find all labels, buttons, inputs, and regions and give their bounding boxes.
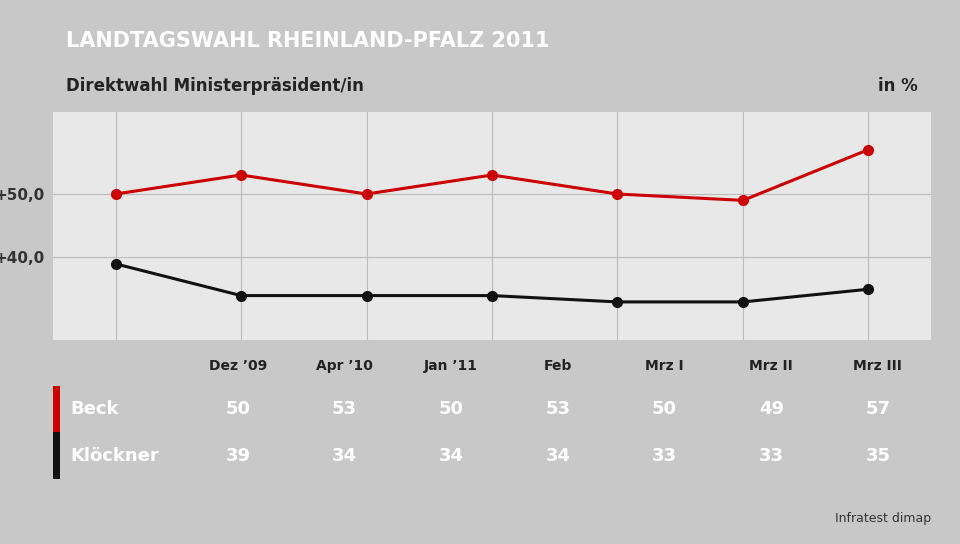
Text: Infratest dimap: Infratest dimap: [835, 512, 931, 525]
Bar: [53, 386, 60, 432]
Text: Mrz II: Mrz II: [750, 359, 793, 373]
Text: Mrz III: Mrz III: [853, 359, 902, 373]
Bar: [53, 432, 60, 479]
Text: 53: 53: [332, 400, 357, 418]
Text: 50: 50: [439, 400, 464, 418]
Text: Dez ’09: Dez ’09: [208, 359, 267, 373]
Text: LANDTAGSWAHL RHEINLAND-PFALZ 2011: LANDTAGSWAHL RHEINLAND-PFALZ 2011: [66, 31, 549, 51]
Text: 57: 57: [865, 400, 890, 418]
Text: 49: 49: [758, 400, 783, 418]
Text: Feb: Feb: [543, 359, 572, 373]
Text: 50: 50: [226, 400, 251, 418]
Text: 34: 34: [545, 447, 570, 465]
Text: 35: 35: [865, 447, 890, 465]
Text: Apr ’10: Apr ’10: [316, 359, 373, 373]
Text: 34: 34: [332, 447, 357, 465]
Text: 53: 53: [545, 400, 570, 418]
Text: Direktwahl Ministerpräsident/in: Direktwahl Ministerpräsident/in: [66, 77, 364, 95]
Text: 33: 33: [758, 447, 783, 465]
Text: Klöckner: Klöckner: [70, 447, 159, 465]
Text: in %: in %: [878, 77, 918, 95]
Text: 33: 33: [652, 447, 677, 465]
Text: Jan ’11: Jan ’11: [424, 359, 478, 373]
Text: 34: 34: [439, 447, 464, 465]
Text: Mrz I: Mrz I: [645, 359, 684, 373]
Text: Beck: Beck: [70, 400, 119, 418]
Text: 50: 50: [652, 400, 677, 418]
Text: 39: 39: [226, 447, 251, 465]
